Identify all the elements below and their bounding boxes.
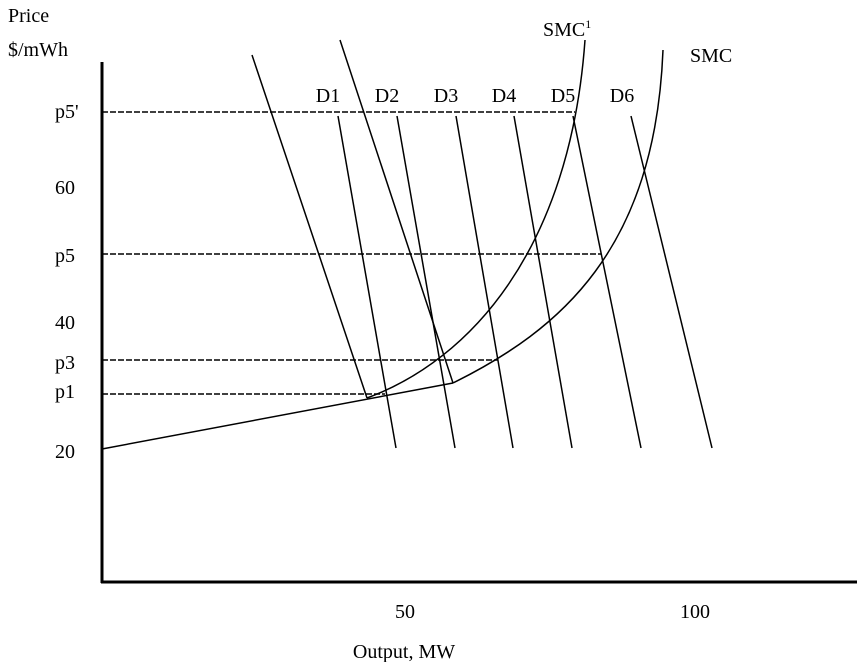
x-title: Output, MW bbox=[353, 641, 455, 662]
y-label: 60 bbox=[55, 177, 75, 199]
y-label: p5 bbox=[55, 245, 75, 267]
supply-curves bbox=[101, 39, 664, 450]
smc-prime-text: SMC bbox=[543, 19, 585, 41]
demand-line bbox=[455, 115, 514, 449]
y-unit: $/mWh bbox=[8, 39, 68, 61]
smc-label: SMC bbox=[690, 45, 732, 67]
demand-label: D1 bbox=[316, 85, 340, 107]
x-label: 50 bbox=[395, 601, 415, 623]
demand-line bbox=[337, 115, 397, 449]
demand-label: D3 bbox=[434, 85, 458, 107]
y-label: p5' bbox=[55, 101, 79, 123]
demand-label: D6 bbox=[610, 85, 634, 107]
demand-line bbox=[339, 39, 454, 384]
demand-line bbox=[513, 115, 573, 449]
y-label: p1 bbox=[55, 381, 75, 403]
smc-prime-sup: 1 bbox=[585, 17, 591, 31]
price-levels bbox=[102, 111, 601, 395]
smc-prime-curve bbox=[366, 39, 586, 399]
smc-prime-label: SMC1 bbox=[543, 17, 591, 41]
axes bbox=[100, 62, 857, 584]
y-title: Price bbox=[8, 5, 49, 27]
demand-line bbox=[251, 54, 368, 399]
demand-label: D4 bbox=[492, 85, 516, 107]
y-label: p3 bbox=[55, 352, 75, 374]
labels: Price $/mWh p5' 60 p5 40 p3 p1 20 50 100… bbox=[8, 5, 732, 662]
supply-base bbox=[101, 382, 454, 450]
y-label: 20 bbox=[55, 441, 75, 463]
demand-line bbox=[630, 115, 713, 449]
demand-label: D2 bbox=[375, 85, 399, 107]
demand-line bbox=[572, 115, 642, 449]
demand-line bbox=[396, 115, 456, 449]
demand-label: D5 bbox=[551, 85, 575, 107]
x-label: 100 bbox=[680, 601, 710, 623]
y-label: 40 bbox=[55, 312, 75, 334]
smc-curve bbox=[452, 49, 664, 384]
